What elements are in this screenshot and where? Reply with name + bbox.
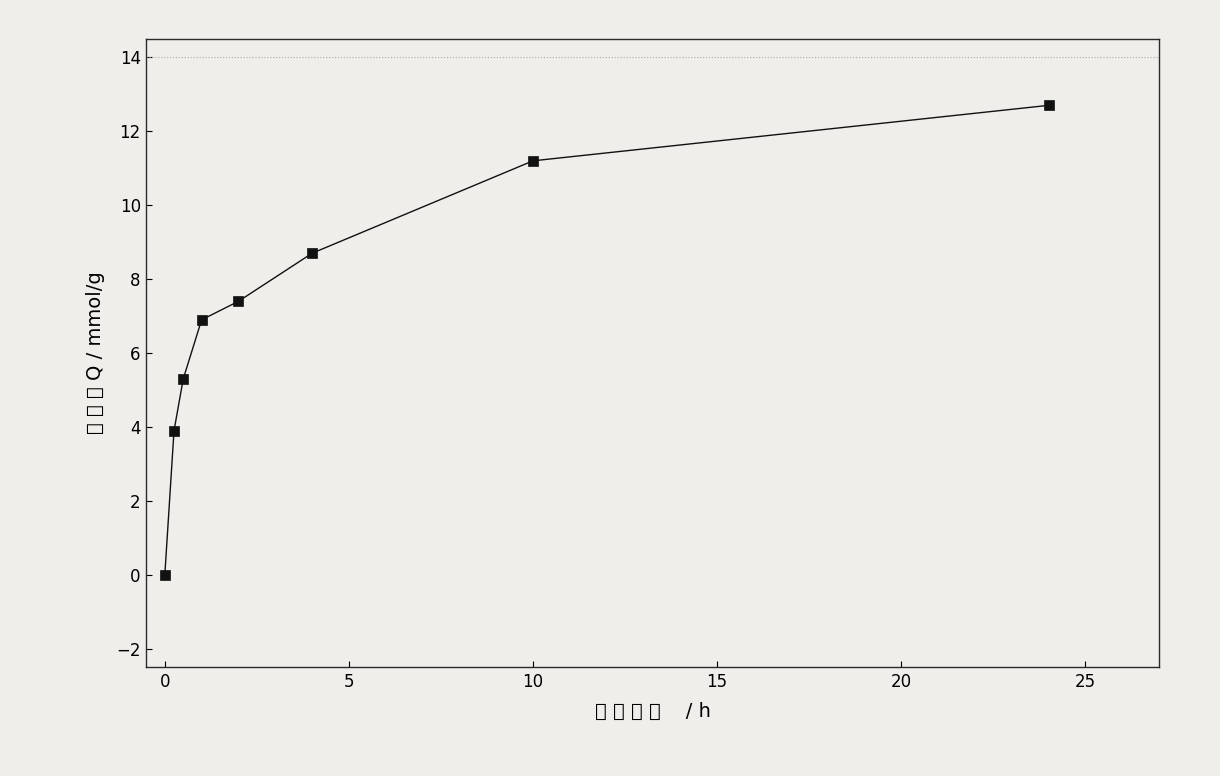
X-axis label: 吸 附 时 间    / h: 吸 附 时 间 / h bbox=[595, 702, 710, 721]
Y-axis label: 吸 附 量 Q / mmol/g: 吸 附 量 Q / mmol/g bbox=[87, 272, 105, 435]
